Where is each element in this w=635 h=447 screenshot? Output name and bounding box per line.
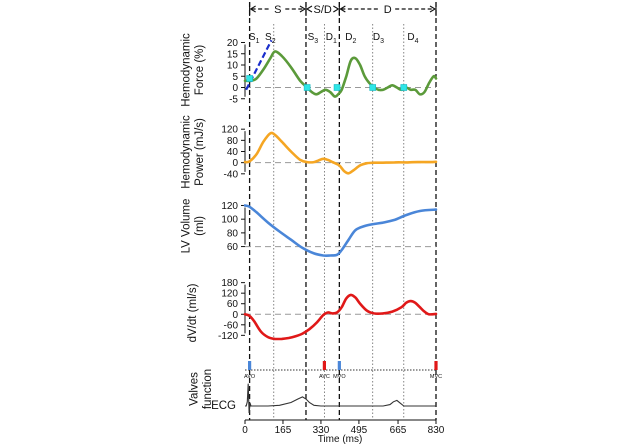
y-tick-label: -120 — [218, 331, 238, 342]
phase-arrow-right — [333, 5, 340, 13]
x-tick-label: 830 — [428, 425, 445, 436]
valve-event-bar — [248, 361, 252, 370]
valve-event-label: AVC — [319, 374, 330, 380]
y-tick-label: -5 — [229, 94, 238, 105]
subphase-label: S1 — [249, 32, 260, 45]
y-tick-label: 0 — [232, 83, 238, 94]
subphase-label: D1 — [326, 32, 337, 45]
y-tick-label: 60 — [227, 299, 239, 310]
x-tick-label: 165 — [275, 425, 292, 436]
y-tick-label: 10 — [227, 61, 239, 72]
y-tick-label: 100 — [221, 215, 238, 226]
y-tick-label: 0 — [232, 158, 238, 169]
y-tick-label: 0 — [232, 310, 238, 321]
valve-event-label: MVO — [333, 374, 346, 380]
series-line — [243, 293, 438, 341]
y-tick-label: -60 — [224, 320, 239, 331]
x-tick-label: 0 — [242, 425, 248, 436]
phase-arrow-right — [299, 5, 307, 13]
y-tick-label: 80 — [227, 228, 239, 239]
subphase-label: S2 — [265, 32, 276, 45]
valve-event-label: AVO — [244, 374, 256, 380]
labels-layer: S S/D DS1 S2 S3 D1 D2 D3 D4-505101520Hemodynamic… — [181, 4, 445, 436]
y-tick-label: 180 — [221, 278, 238, 289]
subphase-label: D3 — [373, 32, 384, 45]
y-tick-label: -40 — [224, 169, 239, 180]
phase-label: S — [274, 4, 281, 16]
valve-event-bar — [322, 361, 326, 370]
y-tick-label: 5 — [232, 72, 238, 83]
subphase-label: D2 — [345, 32, 356, 45]
valve-event-bar — [434, 361, 438, 370]
x-tick-label: 330 — [313, 425, 330, 436]
event-marker — [303, 84, 311, 91]
y-tick-label: 15 — [227, 49, 239, 60]
valves-label: Valvesfunction — [189, 369, 214, 409]
phase-label: S/D — [313, 4, 331, 16]
y-tick-label: 80 — [227, 136, 239, 147]
x-tick-label: 495 — [351, 425, 368, 436]
y-tick-label: 20 — [227, 38, 239, 49]
grid-layer — [241, 2, 437, 424]
event-marker — [246, 75, 253, 82]
phase-arrow-left — [305, 5, 313, 13]
series-line — [243, 131, 438, 175]
y-axis-label: HemodynamicForce (%) — [181, 33, 206, 107]
series-line — [243, 204, 438, 257]
y-tick-label: 120 — [221, 289, 238, 300]
y-tick-label: 60 — [227, 242, 239, 253]
series-line — [243, 50, 438, 98]
y-tick-label: 120 — [221, 125, 238, 136]
y-axis-label: LV Volume(ml) — [181, 199, 206, 254]
y-tick-label: 120 — [221, 201, 238, 212]
event-marker — [400, 84, 408, 91]
series-layer — [243, 39, 438, 414]
y-axis-label: HemodynamicPower (mJ/s) — [181, 115, 206, 189]
y-tick-label: 40 — [227, 147, 239, 158]
subphase-label: S3 — [308, 32, 319, 45]
phase-arrow-left — [249, 5, 256, 13]
event-marker — [369, 84, 377, 91]
x-tick-label: 665 — [390, 425, 407, 436]
valve-event-bar — [337, 361, 341, 370]
valve-event-label: MVC — [430, 374, 442, 380]
event-marker — [333, 84, 341, 91]
x-axis-label: Time (ms) — [318, 434, 363, 445]
subphase-label: D4 — [407, 32, 418, 45]
y-axis-label: dV/dt (ml/s) — [187, 283, 199, 342]
ecg-label: ECG — [211, 400, 236, 412]
phase-arrow-right — [429, 5, 437, 13]
phase-label: D — [384, 4, 392, 16]
phase-arrow-left — [339, 5, 346, 13]
ecg-trace — [245, 383, 436, 414]
